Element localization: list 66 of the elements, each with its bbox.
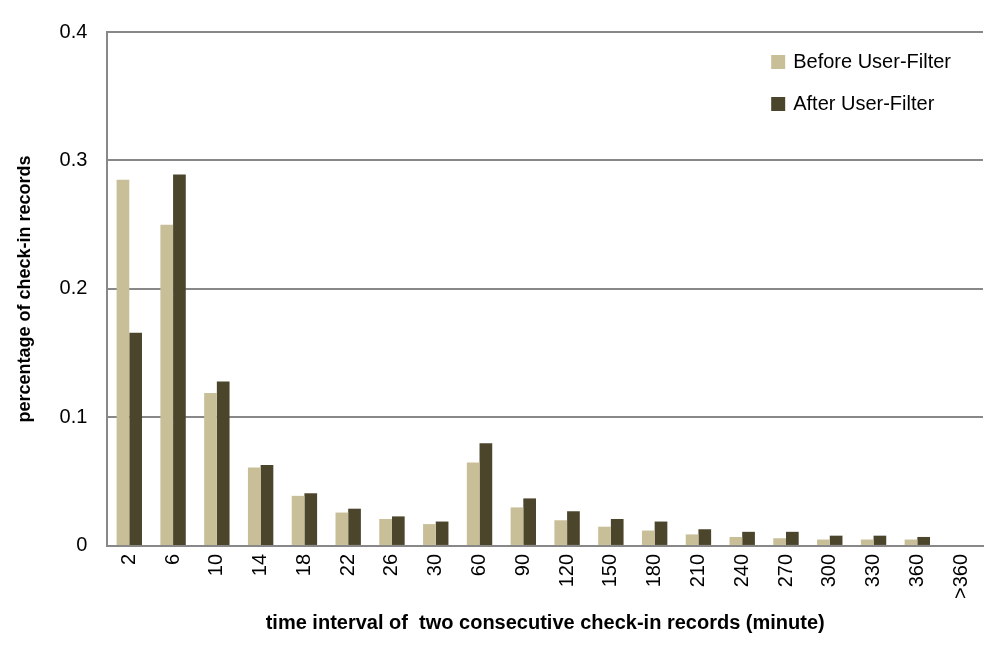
bar — [773, 538, 786, 545]
bar — [173, 174, 186, 545]
bar — [391, 516, 405, 545]
x-tick-label: 330 — [861, 553, 884, 588]
bar — [479, 443, 493, 545]
bar — [598, 526, 611, 545]
x-tick-label: 10 — [204, 553, 227, 577]
bar — [129, 332, 142, 545]
bar — [567, 511, 580, 545]
bar — [510, 507, 524, 545]
x-tick-label: >360 — [948, 553, 971, 600]
bar — [423, 524, 436, 545]
x-tick-label: 2 — [116, 553, 139, 566]
bar — [348, 508, 361, 545]
bar — [742, 531, 755, 545]
x-axis-title: time interval of two consecutive check-in records (minute) — [265, 610, 825, 633]
x-tick-label: 90 — [510, 553, 533, 577]
bar — [523, 498, 537, 545]
y-tick-label: 0.4 — [59, 19, 88, 42]
bar — [435, 521, 449, 545]
x-tick-label: 360 — [904, 553, 927, 588]
bar — [685, 534, 699, 545]
legend-label: Before User-Filter — [793, 49, 952, 72]
legend-label: After User-Filter — [793, 91, 935, 114]
bar — [247, 467, 261, 545]
bar — [160, 224, 174, 545]
bar — [554, 520, 568, 545]
bar — [698, 529, 712, 545]
bar — [116, 179, 130, 545]
bar — [335, 512, 349, 545]
x-tick-label: 6 — [160, 553, 183, 566]
bar — [817, 539, 830, 545]
bar — [466, 462, 480, 545]
bar — [216, 381, 230, 545]
y-tick-label: 0.2 — [59, 276, 88, 299]
x-tick-label: 240 — [729, 553, 752, 588]
x-tick-label: 26 — [379, 553, 402, 577]
x-tick-label: 60 — [467, 553, 490, 577]
x-tick-label: 18 — [291, 553, 314, 577]
bar — [729, 536, 743, 545]
bar — [873, 535, 887, 545]
bar — [379, 518, 392, 545]
x-tick-label: 150 — [598, 553, 621, 588]
x-tick-label: 30 — [423, 553, 446, 577]
bar — [829, 535, 843, 545]
y-tick-label: 0.3 — [59, 148, 88, 170]
x-tick-label: 14 — [248, 553, 271, 577]
x-tick-label: 210 — [685, 553, 708, 588]
x-tick-label: 120 — [554, 553, 577, 588]
bar — [860, 539, 874, 545]
y-axis-title: percentage of check-in records — [13, 155, 34, 423]
x-tick-label: 270 — [773, 553, 796, 588]
bar — [610, 518, 624, 545]
bar — [917, 536, 931, 545]
x-tick-label: 300 — [817, 553, 840, 588]
y-tick-label: 0 — [76, 533, 88, 556]
bar — [260, 465, 274, 545]
y-tick-label: 0.1 — [59, 404, 88, 427]
bar — [641, 530, 655, 545]
bar — [291, 495, 305, 545]
bar — [304, 493, 318, 545]
x-tick-label: 22 — [335, 553, 358, 577]
x-tick-label: 180 — [642, 553, 665, 588]
bar — [654, 521, 668, 545]
bar — [204, 393, 217, 545]
bar — [785, 531, 799, 545]
